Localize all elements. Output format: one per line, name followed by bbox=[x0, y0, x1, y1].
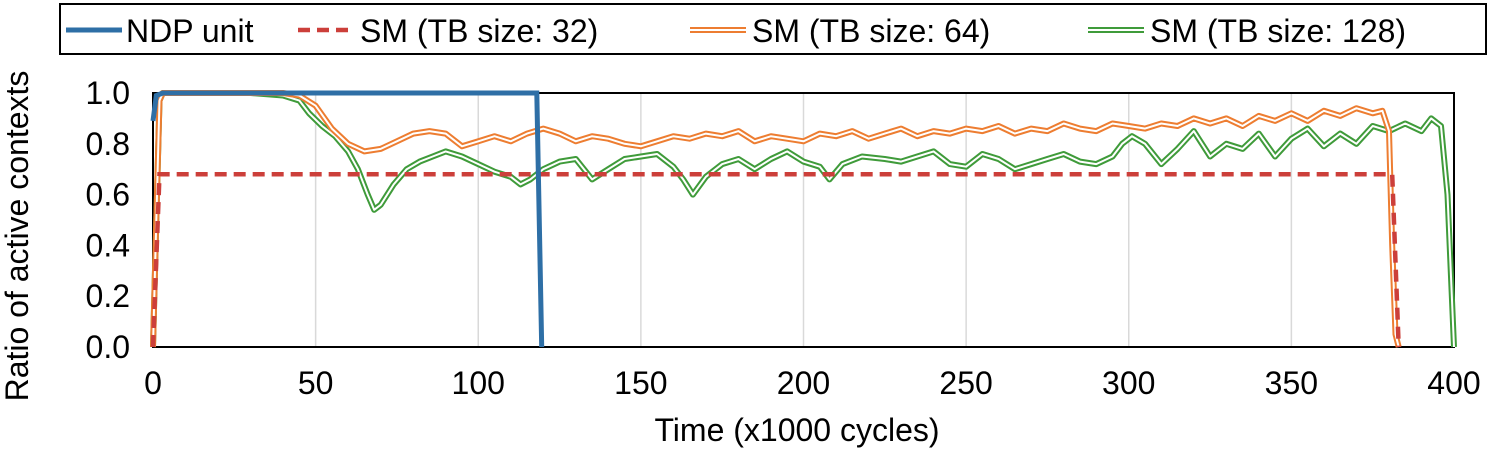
x-tick-label: 200 bbox=[777, 365, 830, 401]
x-tick-label: 400 bbox=[1427, 365, 1480, 401]
series-0-line bbox=[150, 90, 545, 348]
y-tick-label: 0.6 bbox=[86, 177, 130, 213]
series-layer bbox=[150, 90, 1457, 348]
x-tick-label: 250 bbox=[939, 365, 992, 401]
series-1-line bbox=[150, 172, 1401, 348]
x-axis-title: Time (x1000 cycles) bbox=[654, 412, 939, 448]
x-tick-label: 100 bbox=[452, 365, 505, 401]
gridlines bbox=[314, 93, 1293, 347]
y-tick-label: 1.0 bbox=[86, 75, 130, 111]
legend-label-sm-tb32: SM (TB size: 32) bbox=[360, 13, 598, 49]
y-axis-title: Ratio of active contexts bbox=[0, 71, 35, 402]
x-tick-label: 300 bbox=[1102, 365, 1155, 401]
legend-box bbox=[59, 3, 1487, 55]
series-3-line-inner bbox=[152, 92, 1455, 348]
x-tick-label: 350 bbox=[1265, 365, 1318, 401]
legend-label-sm-tb64: SM (TB size: 64) bbox=[752, 13, 990, 49]
x-tick-label: 0 bbox=[144, 365, 162, 401]
plot-area-border bbox=[152, 92, 1455, 348]
y-tick-label: 0.4 bbox=[86, 227, 130, 263]
x-tick-label: 150 bbox=[614, 365, 667, 401]
x-tick-label: 50 bbox=[298, 365, 334, 401]
y-tick-label: 0.2 bbox=[86, 278, 130, 314]
y-tick-label: 0.0 bbox=[86, 329, 130, 365]
y-axis-ticks: 0.0 0.2 0.4 0.6 0.8 1.0 bbox=[86, 75, 130, 365]
legend-label-sm-tb128: SM (TB size: 128) bbox=[1150, 13, 1406, 49]
legend-label-ndp-unit: NDP unit bbox=[126, 13, 254, 49]
legend: NDP unit SM (TB size: 32) SM (TB size: 6… bbox=[59, 3, 1487, 55]
series-2-line-inner bbox=[152, 92, 1400, 348]
x-axis-ticks: 0 50 100 150 200 250 300 350 400 bbox=[144, 365, 1481, 401]
y-tick-label: 0.8 bbox=[86, 126, 130, 162]
